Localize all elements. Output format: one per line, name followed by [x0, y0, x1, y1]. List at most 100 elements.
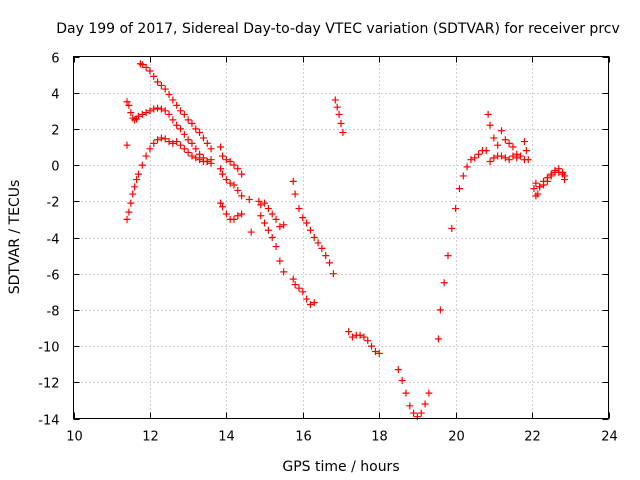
data-point [345, 328, 353, 336]
data-point [276, 223, 284, 231]
data-point [222, 156, 230, 164]
x-tick-label: 18 [371, 430, 388, 445]
data-point [219, 170, 227, 178]
data-point [138, 161, 146, 169]
data-point [486, 157, 494, 165]
data-point [196, 129, 204, 137]
data-point [455, 185, 463, 193]
data-point [146, 67, 154, 75]
data-point [371, 348, 379, 356]
x-axis-title: GPS time / hours [282, 459, 399, 475]
y-tick-label: -10 [38, 341, 59, 356]
data-point [142, 63, 150, 71]
data-point [219, 203, 227, 211]
x-tick-label: 22 [524, 430, 541, 445]
data-point [505, 139, 513, 147]
series-arc-12 [289, 275, 318, 308]
data-point [264, 205, 272, 213]
data-point [192, 125, 200, 133]
data-point [138, 110, 146, 118]
data-point [490, 154, 498, 162]
data-point [230, 161, 238, 169]
data-point [310, 234, 318, 241]
data-point [226, 179, 234, 187]
data-point [123, 215, 131, 223]
data-point [134, 112, 142, 120]
data-point [440, 279, 448, 287]
data-point [169, 116, 177, 124]
data-point [207, 145, 215, 153]
data-point [154, 136, 162, 144]
data-point [226, 157, 234, 165]
data-point [337, 119, 345, 127]
data-point [434, 335, 442, 343]
data-point [165, 110, 173, 118]
data-point [173, 101, 181, 109]
data-point [142, 109, 150, 117]
data-point [180, 130, 188, 138]
data-point [207, 156, 215, 164]
data-point [475, 150, 483, 158]
y-tick-label: 0 [51, 160, 59, 175]
data-point [368, 342, 376, 350]
data-point [219, 152, 227, 160]
y-tick-label: -8 [47, 305, 60, 320]
y-tick-label: 2 [51, 124, 59, 139]
data-point [196, 156, 204, 164]
axis-ticks [73, 56, 610, 420]
data-point [417, 409, 425, 417]
data-point [356, 331, 364, 339]
data-point [180, 145, 188, 153]
data-point [245, 195, 253, 203]
data-point [192, 154, 200, 162]
data-point [501, 154, 509, 162]
data-point [299, 288, 307, 296]
data-point [146, 145, 154, 153]
data-point [230, 215, 238, 223]
data-point [261, 199, 269, 207]
data-point [192, 145, 200, 153]
data-point [217, 199, 225, 207]
data-point [157, 134, 165, 142]
data-point [161, 107, 169, 115]
series-arc-16 [434, 147, 490, 343]
data-point [129, 190, 137, 198]
data-point [125, 101, 133, 109]
series-arc-9 [255, 197, 288, 231]
data-point [142, 152, 150, 160]
data-point [188, 119, 196, 127]
data-point [161, 135, 169, 143]
data-point [540, 181, 548, 189]
data-point [509, 143, 517, 151]
data-point [188, 152, 196, 160]
data-point [314, 239, 322, 247]
data-point [184, 116, 192, 124]
data-point [238, 170, 246, 178]
data-point [255, 197, 263, 205]
data-point [520, 138, 528, 146]
y-tick-label: -2 [47, 196, 60, 211]
series-arc-3 [123, 134, 215, 223]
data-point [490, 134, 498, 142]
data-point [268, 210, 276, 218]
data-point [517, 152, 525, 160]
data-point [530, 185, 538, 193]
y-tick-labels: -14 -12 -10 -8 -6 -4 -2 0 2 4 6 [38, 52, 59, 429]
data-point [295, 205, 303, 213]
data-point [452, 205, 460, 213]
data-point [188, 139, 196, 147]
data-point [333, 103, 341, 111]
x-tick-label: 20 [448, 430, 465, 445]
data-points [123, 60, 569, 421]
data-point [306, 300, 314, 308]
data-point [261, 219, 269, 227]
data-point [165, 91, 173, 99]
data-point [425, 389, 433, 397]
data-point [494, 141, 502, 149]
data-point [536, 183, 544, 191]
x-tick-label: 14 [218, 430, 235, 445]
data-point [264, 226, 272, 234]
data-point [360, 333, 368, 341]
data-point [131, 183, 139, 191]
